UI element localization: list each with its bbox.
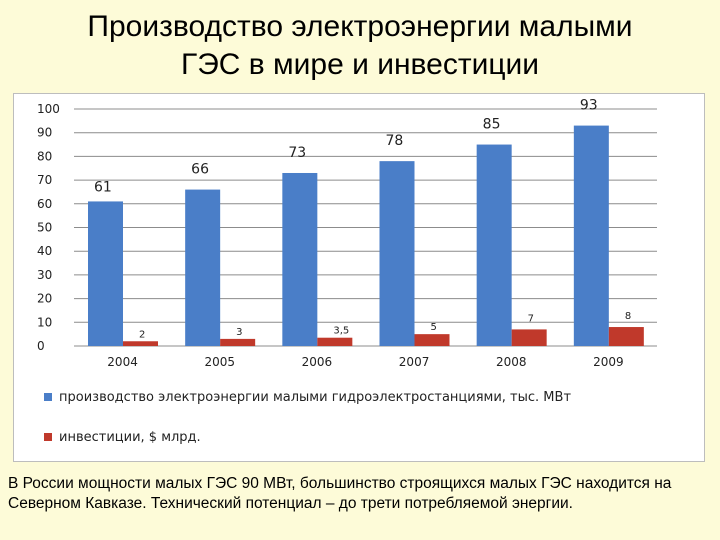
data-label-investment: 3,5 xyxy=(333,326,349,337)
y-tick-label: 50 xyxy=(37,221,52,235)
bar-production xyxy=(88,201,123,346)
bar-production xyxy=(379,161,415,346)
data-label-investment: 3 xyxy=(236,327,242,338)
x-tick-label: 2007 xyxy=(399,355,430,369)
title-line-1: Производство электроэнергии малыми xyxy=(87,10,633,43)
legend-swatch-production xyxy=(44,393,52,401)
bar-investment xyxy=(123,341,158,346)
bar-investment xyxy=(414,334,450,346)
data-label-production: 61 xyxy=(94,179,112,195)
slide-title: Производство электроэнергии малыми ГЭС в… xyxy=(0,8,720,84)
bar-production xyxy=(282,172,318,346)
data-label-investment: 5 xyxy=(431,322,437,333)
x-tick-label: 2004 xyxy=(107,355,138,369)
data-label-investment: 2 xyxy=(139,329,145,340)
data-label-investment: 8 xyxy=(625,311,631,322)
data-label-production: 66 xyxy=(191,162,209,178)
x-tick-label: 2008 xyxy=(496,355,527,369)
chart-container: 0 10 20 30 40 50 60 70 80 90 100 61 2 2004 66 3 2005 73 3,… xyxy=(13,93,705,462)
legend-swatch-investment xyxy=(44,433,52,441)
x-tick-label: 2005 xyxy=(204,355,235,369)
y-tick-label: 20 xyxy=(37,292,52,306)
y-tick-label: 70 xyxy=(37,173,52,187)
bar-investment xyxy=(220,338,256,346)
data-label-production: 78 xyxy=(386,133,404,149)
y-tick-label: 60 xyxy=(37,197,52,211)
data-label-production: 85 xyxy=(483,117,501,133)
x-tick-label: 2006 xyxy=(302,355,333,369)
data-label-production: 73 xyxy=(288,145,306,161)
title-line-2: ГЭС в мире и инвестиции xyxy=(180,48,540,81)
bar-chart: 0 10 20 30 40 50 60 70 80 90 100 61 2 2004 66 3 2005 73 3,… xyxy=(37,98,657,445)
bar-investment xyxy=(317,337,353,346)
y-tick-label: 100 xyxy=(37,102,60,116)
y-tick-label: 30 xyxy=(37,268,52,282)
y-tick-label: 80 xyxy=(37,149,52,163)
bar-investment xyxy=(608,327,644,346)
caption-text: В России мощности малых ГЭС 90 МВт, боль… xyxy=(8,475,672,512)
legend-label-production: производство электроэнергии малыми гидро… xyxy=(59,390,571,405)
bar-investment xyxy=(511,329,547,346)
y-tick-label: 40 xyxy=(37,244,52,258)
data-label-investment: 7 xyxy=(528,313,534,324)
y-tick-label: 10 xyxy=(37,315,52,329)
bar-production xyxy=(185,189,221,346)
data-label-production: 93 xyxy=(580,98,598,114)
x-tick-label: 2009 xyxy=(593,355,624,369)
bar-production xyxy=(573,125,609,346)
bar-production xyxy=(476,144,512,346)
y-tick-label: 90 xyxy=(37,126,52,140)
legend-label-investment: инвестиции, $ млрд. xyxy=(59,430,201,445)
y-tick-label: 0 xyxy=(37,339,45,353)
